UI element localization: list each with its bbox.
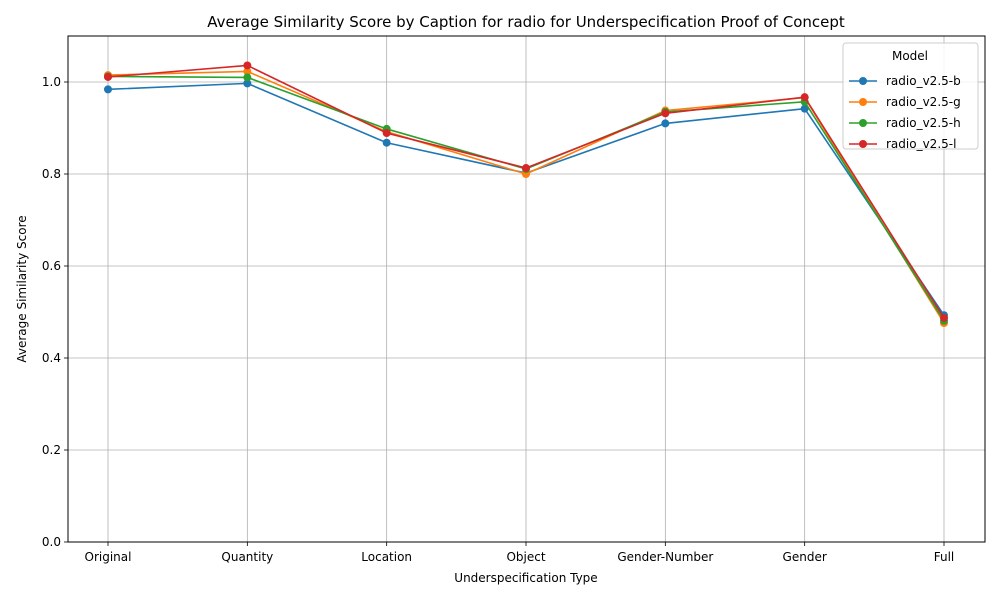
y-tick-label: 1.0 bbox=[42, 75, 61, 89]
legend-title: Model bbox=[892, 49, 928, 63]
data-point bbox=[661, 109, 670, 118]
y-axis-ticks: 0.0 0.2 0.4 0.6 0.8 1.0 bbox=[42, 75, 68, 549]
x-tick-label: Gender-Number bbox=[617, 550, 713, 564]
x-axis-label: Underspecification Type bbox=[454, 571, 597, 585]
legend-label: radio_v2.5-l bbox=[886, 137, 956, 151]
legend-label: radio_v2.5-g bbox=[886, 95, 961, 109]
grid-lines bbox=[68, 36, 985, 543]
legend-label: radio_v2.5-b bbox=[886, 74, 961, 88]
legend-marker bbox=[859, 140, 867, 148]
chart-title: Average Similarity Score by Caption for … bbox=[207, 13, 845, 31]
legend-entry: radio_v2.5-l bbox=[849, 137, 956, 151]
data-point bbox=[243, 61, 252, 70]
x-axis-ticks: Original Quantity Location Object Gender-Num… bbox=[85, 542, 955, 564]
x-tick-label: Full bbox=[934, 550, 955, 564]
legend-entry: radio_v2.5-g bbox=[849, 95, 961, 109]
data-point bbox=[522, 164, 530, 173]
legend: Model radio_v2.5-bradio_v2.5-gradio_v2.5… bbox=[842, 42, 979, 151]
y-tick-label: 0.0 bbox=[42, 535, 61, 549]
data-point bbox=[800, 104, 809, 113]
y-axis-label: Average Similarity Score bbox=[15, 215, 29, 362]
x-tick-label: Gender bbox=[783, 550, 827, 564]
y-tick-label: 0.2 bbox=[42, 443, 61, 457]
x-tick-label: Quantity bbox=[221, 550, 273, 564]
series-radio_v2.5-l bbox=[104, 61, 948, 322]
x-tick-label: Object bbox=[506, 550, 545, 564]
legend-label: radio_v2.5-h bbox=[886, 116, 961, 130]
data-point bbox=[243, 79, 252, 88]
legend-entry: radio_v2.5-b bbox=[849, 74, 961, 88]
data-point bbox=[661, 119, 670, 128]
data-point bbox=[104, 72, 112, 81]
data-point bbox=[940, 313, 948, 322]
data-point bbox=[243, 73, 252, 82]
legend-entries: radio_v2.5-b radio_v2.5-g radio_v2.5-hradi… bbox=[849, 74, 961, 151]
legend-marker bbox=[859, 77, 867, 85]
y-tick-label: 0.8 bbox=[42, 167, 61, 181]
x-tick-label: Location bbox=[361, 550, 412, 564]
data-point bbox=[243, 67, 252, 76]
plot-frame bbox=[67, 35, 986, 543]
data-point bbox=[382, 138, 391, 147]
data-point bbox=[104, 85, 112, 94]
data-point bbox=[382, 129, 391, 138]
legend-entry: radio_v2.5-h bbox=[849, 116, 961, 130]
x-tick-label: Original bbox=[85, 550, 132, 564]
series-lines bbox=[104, 61, 948, 328]
y-tick-label: 0.6 bbox=[42, 259, 61, 273]
legend-marker bbox=[859, 119, 867, 127]
legend-marker bbox=[859, 98, 867, 106]
y-tick-label: 0.4 bbox=[42, 351, 61, 365]
data-point bbox=[800, 93, 809, 102]
